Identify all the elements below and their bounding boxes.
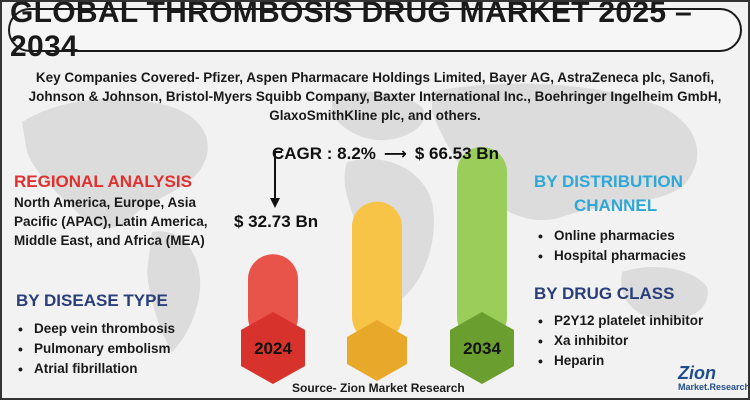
regional-analysis-text: North America, Europe, Asia Pacific (APA… [14, 195, 208, 248]
value-2024: $ 32.73 Bn [234, 212, 319, 231]
disease-type-title: BY DISEASE TYPE [16, 291, 168, 310]
page-title: GLOBAL THROMBOSIS DRUG MARKET 2025 – 203… [8, 2, 742, 63]
key-companies-text: Key Companies Covered- Pfizer, Aspen Pha… [28, 70, 722, 123]
disease-type-list: Deep vein thrombosis Pulmonary embolism … [16, 319, 175, 379]
regional-analysis-title: REGIONAL ANALYSIS [14, 172, 192, 191]
distribution-channel-title-line2: CHANNEL [574, 196, 658, 215]
cagr-row: CAGR : 8.2% ⟶ $ 66.53 Bn [272, 142, 499, 166]
list-item: P2Y12 platelet inhibitor [536, 311, 703, 331]
distribution-channel-list: Online pharmacies Hospital pharmacies [536, 226, 686, 266]
list-item: Xa inhibitor [536, 331, 703, 351]
distribution-channel-title-line1: BY DISTRIBUTION [534, 172, 683, 191]
logo-sub: Market.Research [678, 382, 750, 392]
down-arrow-icon [270, 151, 282, 208]
source-text: Source- Zion Market Research [292, 381, 465, 395]
list-item: Atrial fibrillation [16, 359, 175, 379]
drug-class-title: BY DRUG CLASS [534, 284, 675, 303]
right-arrow-icon: ⟶ [383, 146, 407, 163]
drug-class-list: P2Y12 platelet inhibitor Xa inhibitor He… [536, 311, 703, 371]
zion-logo: Zion Market.Research [678, 363, 750, 398]
list-item: Pulmonary embolism [16, 339, 175, 359]
value-2034: $ 66.53 Bn [414, 144, 499, 163]
cagr-label: CAGR : 8.2% [272, 144, 376, 163]
list-item: Heparin [536, 351, 703, 371]
list-item: Deep vein thrombosis [16, 319, 175, 339]
list-item: Hospital pharmacies [536, 246, 686, 266]
logo-name: Zion [678, 363, 716, 383]
list-item: Online pharmacies [536, 226, 686, 246]
